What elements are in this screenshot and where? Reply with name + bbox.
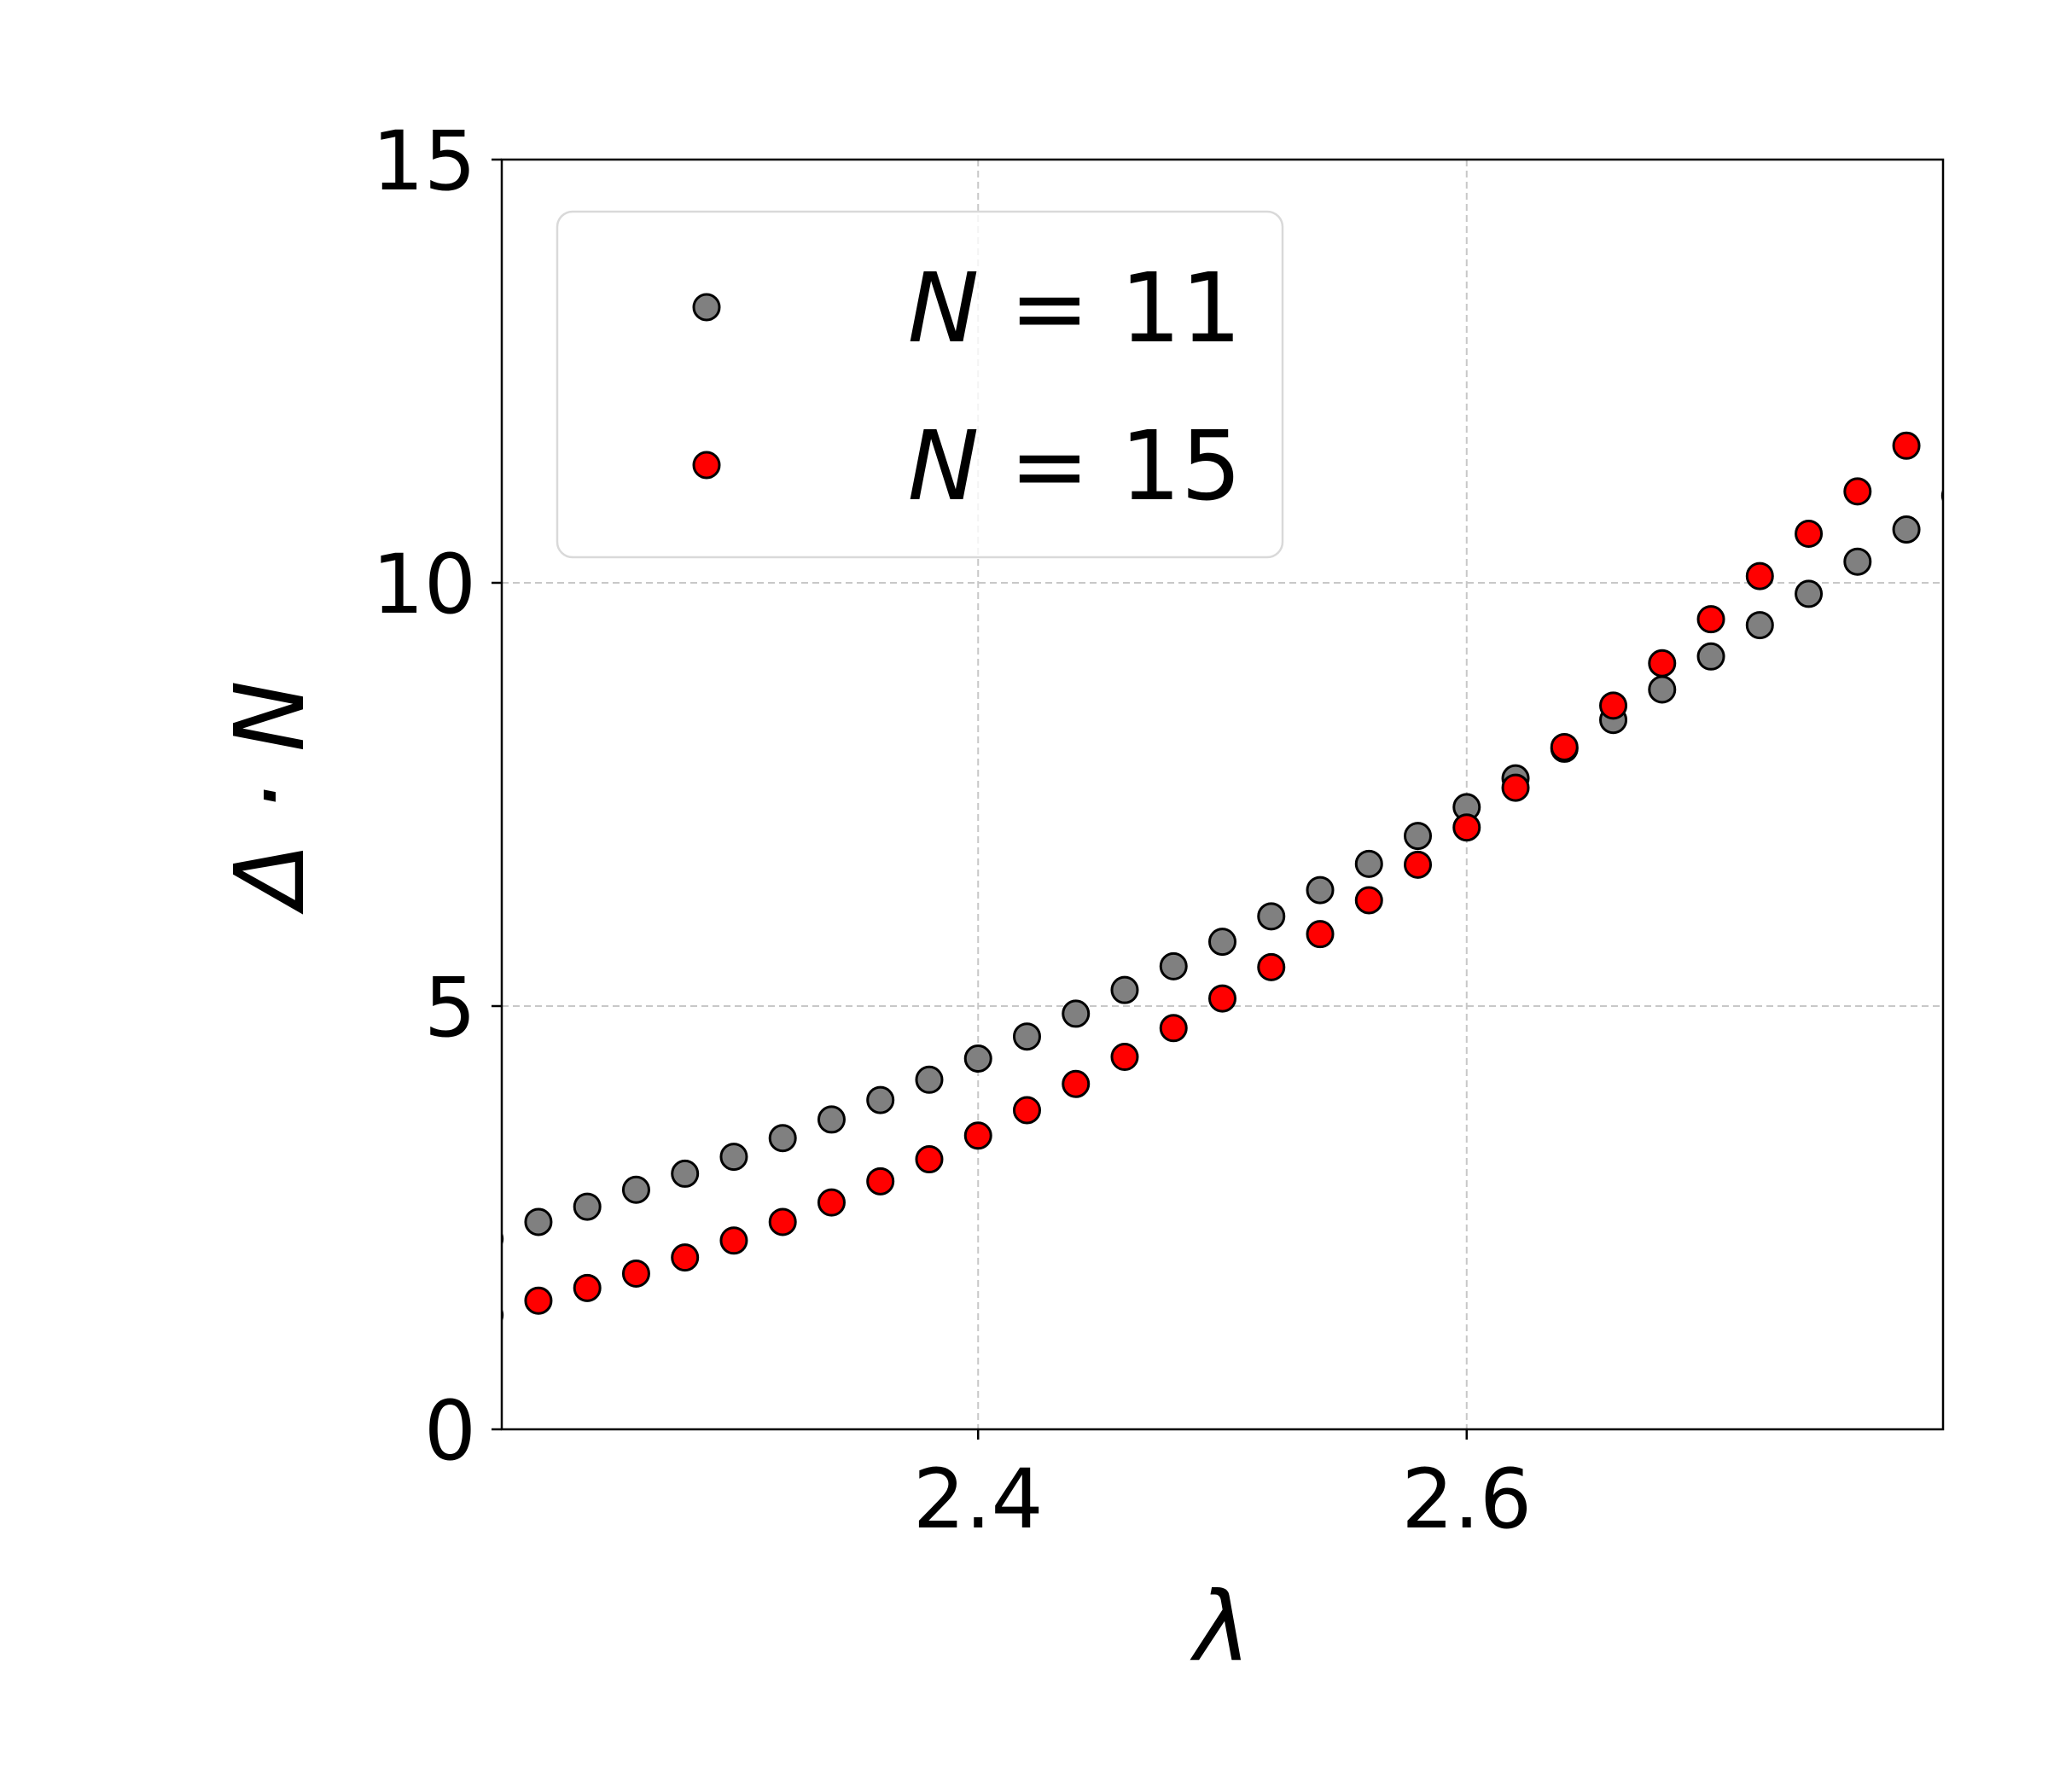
series-0-point-1 [524, 1207, 553, 1236]
series-1-point-11 [1012, 1096, 1041, 1125]
series-0-point-26 [1745, 611, 1774, 640]
series-0-point-24 [1648, 675, 1677, 704]
series-1-point-7 [817, 1188, 846, 1217]
series-0-point-25 [1696, 642, 1725, 671]
series-1-point-17 [1306, 920, 1335, 949]
series-1-point-28 [1843, 477, 1872, 506]
legend: N = 11N = 15 [556, 210, 1284, 559]
series-0-point-30 [1940, 488, 1943, 503]
series-1-point-10 [963, 1121, 992, 1150]
series-0-point-7 [817, 1105, 846, 1134]
legend-label-rest-1: = 15 [979, 411, 1242, 522]
legend-marker-0 [692, 293, 721, 322]
series-1-point-2 [573, 1273, 602, 1302]
y-tick-label-1: 5 [424, 960, 476, 1056]
series-1-point-29 [1892, 431, 1921, 460]
data-points [502, 431, 1943, 1323]
series-1-point-21 [1501, 773, 1530, 802]
series-0-point-27 [1795, 579, 1824, 608]
legend-label-0: N = 11 [908, 253, 1242, 364]
series-1-point-1 [524, 1286, 553, 1315]
series-1-points [502, 431, 1921, 1323]
series-0-point-0 [502, 1231, 504, 1247]
series-1-point-22 [1550, 732, 1579, 761]
series-1-point-6 [768, 1207, 797, 1236]
legend-label-rest-0: = 11 [979, 253, 1242, 364]
series-0-point-5 [719, 1143, 748, 1172]
series-0-point-18 [1354, 849, 1383, 878]
series-1-point-9 [915, 1145, 944, 1174]
series-1-point-16 [1257, 952, 1286, 981]
legend-label-var-1: N [908, 411, 980, 522]
series-1-point-8 [866, 1167, 895, 1196]
series-0-point-29 [1892, 515, 1921, 544]
x-axis-title: λ [1190, 1572, 1250, 1683]
series-1-point-26 [1745, 561, 1774, 591]
series-1-point-27 [1795, 519, 1824, 548]
series-0-point-15 [1208, 928, 1236, 957]
legend-label-var-0: N [908, 253, 980, 364]
series-1-point-24 [1648, 649, 1677, 678]
series-0-point-12 [1062, 999, 1091, 1028]
axis-ticks: 2.4 2.6 0 5 10 15 [372, 113, 1532, 1547]
series-0-point-6 [768, 1124, 797, 1153]
legend-marker-1 [692, 451, 721, 480]
series-1-point-15 [1208, 984, 1236, 1013]
series-0-point-13 [1110, 975, 1139, 1004]
series-0-point-28 [1843, 547, 1872, 576]
series-1-point-0 [502, 1307, 504, 1323]
legend-label-1: N = 15 [908, 411, 1242, 522]
y-tick-label-0: 0 [424, 1383, 476, 1479]
series-1-point-14 [1159, 1014, 1188, 1043]
series-0-point-8 [866, 1085, 895, 1114]
x-tick-label-1: 2.6 [1401, 1452, 1532, 1547]
y-tick-label-2: 10 [372, 537, 476, 632]
plot-frame [500, 158, 1945, 1431]
series-1-point-3 [621, 1259, 650, 1288]
series-1-point-13 [1110, 1043, 1139, 1072]
series-0-point-16 [1257, 902, 1286, 931]
series-0-point-19 [1404, 822, 1433, 851]
series-1-point-23 [1599, 691, 1628, 720]
series-0-point-14 [1159, 951, 1188, 980]
series-1-point-19 [1404, 850, 1433, 879]
series-1-point-5 [719, 1226, 748, 1255]
series-0-point-3 [621, 1175, 650, 1204]
series-0-points [502, 488, 1943, 1247]
y-axis-title: Δ · N [215, 680, 326, 915]
series-0-point-17 [1306, 876, 1335, 905]
series-0-point-9 [915, 1065, 944, 1094]
series-0-point-11 [1012, 1022, 1041, 1051]
series-0-point-4 [671, 1159, 700, 1188]
series-0-point-2 [573, 1192, 602, 1221]
legend-box [556, 210, 1284, 559]
series-0-point-10 [963, 1044, 992, 1073]
series-1-point-18 [1354, 886, 1383, 915]
series-1-point-20 [1452, 813, 1481, 842]
y-tick-label-3: 15 [372, 113, 476, 209]
series-1-point-4 [671, 1243, 700, 1272]
series-1-point-25 [1696, 605, 1725, 634]
x-tick-label-0: 2.4 [913, 1452, 1044, 1547]
series-1-point-12 [1062, 1069, 1091, 1098]
